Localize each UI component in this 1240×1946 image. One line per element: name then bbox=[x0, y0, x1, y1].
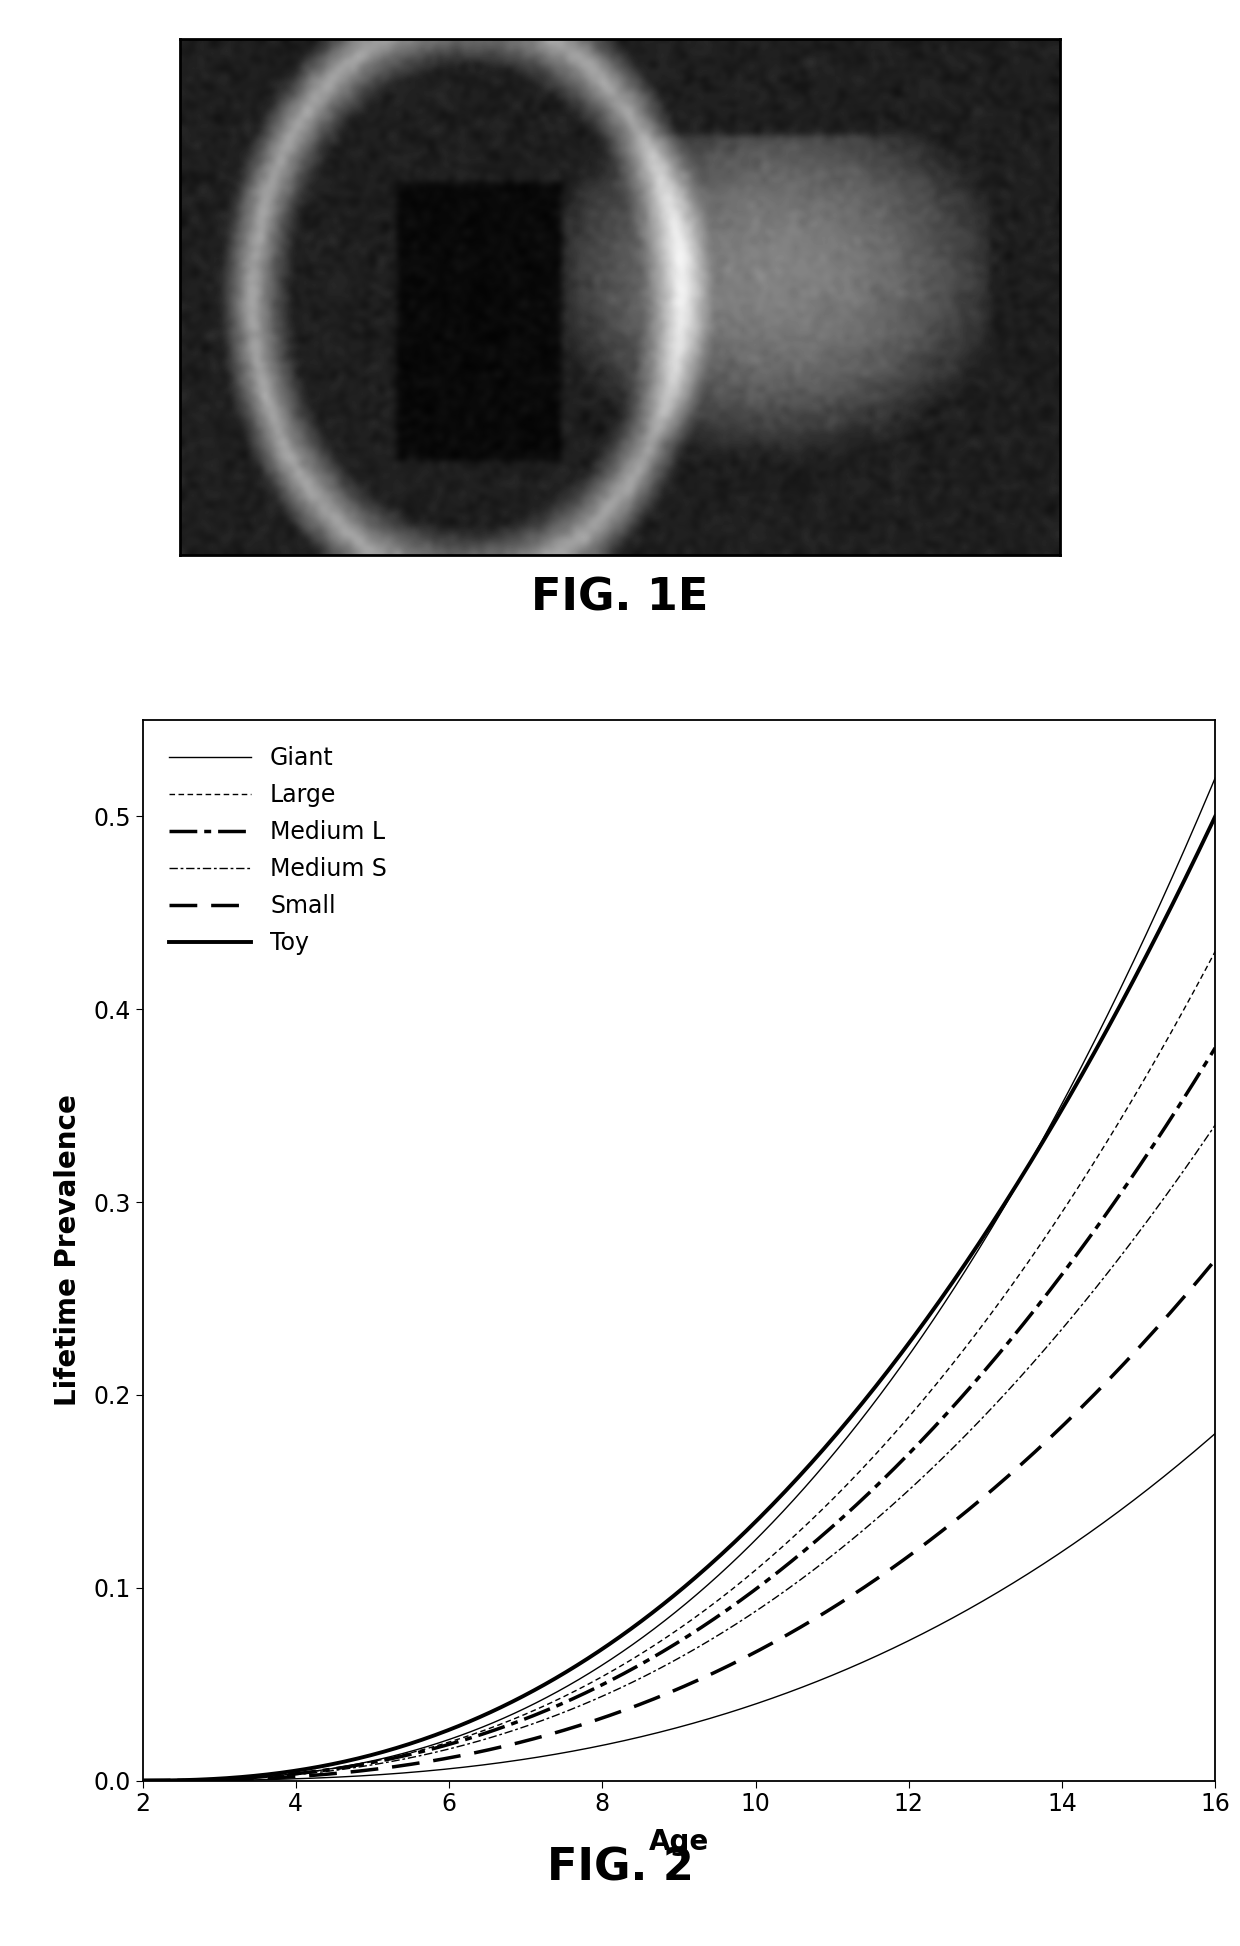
Medium S bbox=[774, 1582, 789, 1605]
Line: Toy: Toy bbox=[143, 817, 1215, 1781]
Toy bbox=[774, 1485, 789, 1508]
Small bbox=[645, 1687, 660, 1711]
Toy bbox=[645, 1602, 660, 1625]
Toy bbox=[1208, 806, 1223, 829]
Giant bbox=[715, 1559, 730, 1582]
Small bbox=[1182, 1279, 1197, 1302]
Line: Medium L: Medium L bbox=[143, 1047, 1215, 1781]
Giant bbox=[135, 1769, 150, 1792]
Medium L bbox=[715, 1602, 730, 1625]
Toy bbox=[135, 1769, 150, 1792]
Text: FIG. 1E: FIG. 1E bbox=[531, 576, 709, 621]
X-axis label: Age: Age bbox=[649, 1827, 709, 1855]
Toy bbox=[715, 1541, 730, 1565]
Toy bbox=[1182, 858, 1197, 882]
Small bbox=[715, 1656, 730, 1679]
Large bbox=[1014, 1259, 1029, 1282]
Line: Large: Large bbox=[143, 952, 1215, 1781]
Giant bbox=[651, 1613, 666, 1637]
Toy bbox=[651, 1596, 666, 1619]
Medium S bbox=[135, 1769, 150, 1792]
Line: Medium S: Medium S bbox=[143, 1125, 1215, 1781]
Medium L bbox=[1208, 1035, 1223, 1059]
Medium S bbox=[645, 1660, 660, 1683]
Medium L bbox=[645, 1646, 660, 1670]
Giant bbox=[1014, 1166, 1029, 1189]
Large bbox=[651, 1631, 666, 1654]
Medium S bbox=[1208, 1113, 1223, 1136]
Legend: Giant, Large, Medium L, Medium S, Small, Toy: Giant, Large, Medium L, Medium S, Small,… bbox=[155, 732, 402, 969]
Giant bbox=[1208, 767, 1223, 790]
Medium L bbox=[651, 1642, 666, 1666]
Large bbox=[1208, 940, 1223, 963]
Small bbox=[651, 1685, 666, 1709]
Giant bbox=[774, 1502, 789, 1526]
Large bbox=[715, 1584, 730, 1607]
Medium S bbox=[651, 1658, 666, 1681]
Large bbox=[645, 1635, 660, 1658]
Line: Giant: Giant bbox=[143, 778, 1215, 1781]
Medium S bbox=[1182, 1150, 1197, 1173]
Small bbox=[135, 1769, 150, 1792]
Medium L bbox=[1182, 1078, 1197, 1101]
Large bbox=[135, 1769, 150, 1792]
Medium L bbox=[1014, 1314, 1029, 1337]
Small bbox=[1014, 1452, 1029, 1475]
Toy bbox=[1014, 1166, 1029, 1189]
Medium L bbox=[774, 1559, 789, 1582]
Small bbox=[1208, 1247, 1223, 1271]
Giant bbox=[645, 1619, 660, 1642]
Medium L bbox=[135, 1769, 150, 1792]
Y-axis label: Lifetime Prevalence: Lifetime Prevalence bbox=[55, 1094, 82, 1407]
Line: Small: Small bbox=[143, 1259, 1215, 1781]
Medium S bbox=[715, 1621, 730, 1644]
Text: FIG. 2: FIG. 2 bbox=[547, 1847, 693, 1890]
Giant bbox=[1182, 827, 1197, 850]
Small bbox=[774, 1627, 789, 1650]
Medium S bbox=[1014, 1364, 1029, 1387]
Large bbox=[1182, 989, 1197, 1012]
Large bbox=[774, 1535, 789, 1559]
